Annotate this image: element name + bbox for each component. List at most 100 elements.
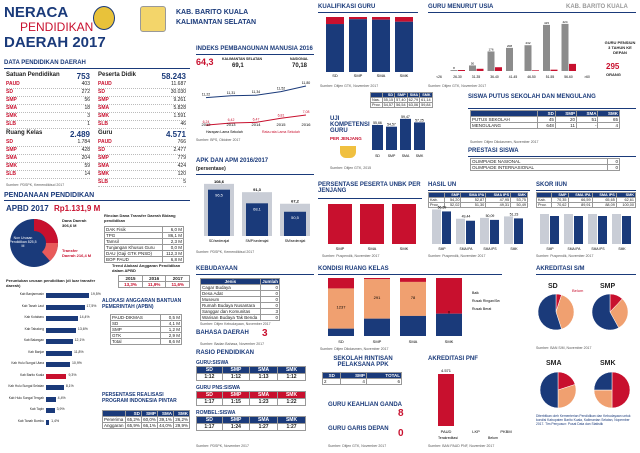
- stat-row-label: SMP: [6, 97, 17, 103]
- stat-row-value: 120: [177, 171, 186, 177]
- data-source: Sumber: PDSPK, Kemendikbud 2017: [6, 183, 65, 187]
- un-category: SMA IPA: [460, 247, 474, 251]
- apk-value: 91,3: [253, 187, 262, 192]
- kab-bar-value: 1,4%: [51, 418, 60, 423]
- rasio-cell: 1:17: [196, 423, 223, 431]
- apm-value: 68,1: [253, 206, 262, 211]
- kebudayaan-table: Jenis Jumlah Cagar Budaya 0 Desa Adat 0 Museum…: [200, 278, 281, 321]
- unbk-bar: [360, 204, 384, 244]
- kual-category: SMA: [377, 73, 386, 78]
- ipm-rls-label: 6,47: [253, 117, 260, 121]
- donut-inner-label: Non Urusan Pendidikan 825,5 M: [9, 236, 37, 248]
- apk-title: APK DAN APM 2016/2017: [196, 158, 269, 164]
- unbk-bar: [328, 204, 352, 244]
- un-bar-2017: [442, 211, 451, 244]
- ipm-value: 64,3: [196, 57, 214, 67]
- kab-bar: [46, 339, 73, 344]
- ppk-title: SEKOLAH RINTISAN PELAKSANA PPK: [333, 356, 393, 368]
- un-bar-2017: [490, 219, 499, 244]
- trend-cell: 13,3%: [118, 281, 143, 288]
- uji-category: SMA: [402, 154, 410, 158]
- kab-bar-label: Kab Hulu Sungai Selatan: [8, 384, 44, 388]
- kondisi-source: Sumber: Ditjen Dikdasmen, November 2017: [320, 347, 389, 351]
- data-pendidikan-title: DATA PENDIDIKAN DAERAH: [4, 60, 86, 66]
- stat-row-value: 59: [84, 163, 90, 169]
- un-bar-label: 50,09: [486, 214, 495, 218]
- ipm-hls-label: 11,34: [252, 90, 261, 94]
- stat-row-value: 5.828: [173, 105, 186, 111]
- usia-category: 41-45: [509, 75, 518, 79]
- kab-bar-label: Kab Banjar: [28, 349, 44, 354]
- usia-bar-pns: [524, 45, 532, 71]
- pie-slice: [591, 293, 620, 331]
- kab-bar-value: 4,4%: [57, 395, 66, 400]
- dana-daerah-label: Dana Daerah 306,6 M: [62, 218, 87, 228]
- stat-row-label: SMK: [6, 163, 18, 169]
- kondisi-legend-2: Rusak Ringan/Sedang: [472, 299, 500, 303]
- rasio-cell: 1:23: [249, 398, 279, 406]
- stat-row-value: 5: [183, 179, 186, 185]
- trend-cell: 11,6%: [165, 281, 190, 288]
- kondisi-bar-rusak: [328, 288, 354, 329]
- pnf-title: AKREDITASI PNF: [428, 356, 478, 362]
- rasio-table: SD SMP SMA SMK 1:12 1:12 1:13 1:12: [196, 366, 306, 381]
- rasio-cell: 1:12: [196, 373, 223, 381]
- table-row: SD SMP SMA SMK: [469, 110, 620, 117]
- stat-row-value: 9.261: [173, 97, 186, 103]
- table-cell: 62,79: [406, 97, 421, 103]
- rasio-cell: 1:22: [277, 398, 306, 406]
- stat-row-value: 3: [87, 113, 90, 119]
- stat-row-value: 403: [81, 81, 90, 87]
- kondisi-chart: 1237 SD 291 SMP 78 SMA 0 SMK Baik Rusak Ringan/Se…: [328, 278, 500, 344]
- rasio-cell: SMA: [249, 416, 279, 424]
- apk-value: 108,6: [214, 179, 225, 184]
- stat-row-label: SD: [6, 89, 13, 95]
- rasio-table: SD SMP SMA SMK 1:17 1:24 1:27 1:27: [196, 416, 306, 431]
- kual-category: SMP: [354, 73, 363, 78]
- apm-bar: [208, 189, 230, 236]
- un-bar-2016: [504, 216, 513, 244]
- usia-category: 51-55: [546, 75, 555, 79]
- peserta-label: Peserta Didik: [98, 72, 137, 78]
- pnf-source: Sumber: BAN PAUD PNF, November 2017: [428, 444, 495, 448]
- kondisi-category: SMP: [373, 339, 382, 344]
- usia-bar-pns: [450, 70, 458, 71]
- transfer-label: Transfer Daerah 216,4 M: [62, 248, 92, 258]
- table-cell: 8,6 M: [159, 338, 183, 345]
- apk-category: SMP/sederajat: [246, 239, 269, 243]
- pnf-category: PAUD: [441, 429, 452, 434]
- stat-row-value: 1.591: [173, 113, 186, 119]
- satuan-label: Satuan Pendidikan: [6, 72, 60, 78]
- table-cell: 100,00: [615, 202, 637, 208]
- ppk-table: SD SMP TOTAL 2 4 6: [321, 372, 403, 385]
- bahasa-title: BAHASA DAERAH: [196, 330, 249, 336]
- region-logo-icon: [140, 6, 166, 32]
- table-row: BOP PAUD 6,8 M: [104, 256, 185, 263]
- peruntukan-title: Peruntukan urusan pendidikan (di luar tr…: [6, 278, 96, 288]
- kab-bar: [46, 327, 76, 333]
- table-row: Penerima 65,2% 60,0% 39,1% 26,2%: [102, 416, 191, 423]
- ruang-label: Ruang Kelas: [6, 130, 43, 136]
- apk-source: Sumber: PDSPK, Kemendikbud 2017: [196, 250, 255, 254]
- stat-row-label: SMP: [6, 147, 17, 153]
- rasio-title: RASIO PENDIDIKAN: [196, 350, 255, 356]
- table-cell: 2: [321, 378, 342, 385]
- rasio-group-title: GURU:SISWA: [196, 360, 229, 366]
- stat-row: SD 2.477: [98, 147, 186, 155]
- table-cell: 66,1%: [140, 422, 158, 429]
- ipm-nas-value: 70,18: [292, 63, 308, 69]
- akreditasi-smp-pie: [591, 293, 629, 331]
- usia-bar-pns: [487, 51, 495, 71]
- stat-row-label: SMA: [6, 155, 18, 161]
- uji-bar: [386, 126, 397, 150]
- table-cell: 50,49: [510, 202, 528, 208]
- unbk-category: SMA: [368, 246, 377, 251]
- stat-row: SMA 5.828: [98, 105, 186, 113]
- apm-bar: [246, 203, 268, 236]
- pnf-category: PKBM: [500, 429, 511, 434]
- rasio-cell: SD: [196, 366, 223, 374]
- kab-bar-label: Kab Tanah Bumbu: [17, 418, 44, 423]
- usia-category: 26-30: [453, 75, 462, 79]
- kab-bar-label: Kab Tapin: [29, 407, 44, 411]
